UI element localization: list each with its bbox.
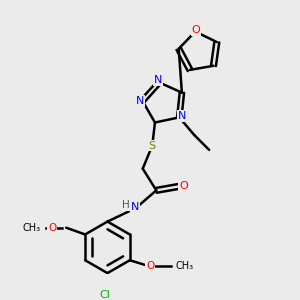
Text: N: N xyxy=(130,202,139,212)
Text: N: N xyxy=(136,96,144,106)
Text: N: N xyxy=(154,75,162,85)
Text: CH₃: CH₃ xyxy=(176,261,194,271)
Text: Cl: Cl xyxy=(99,290,110,300)
Text: O: O xyxy=(191,25,200,35)
Text: O: O xyxy=(146,261,154,271)
Text: CH₃: CH₃ xyxy=(22,223,40,233)
Text: O: O xyxy=(179,181,188,191)
Text: S: S xyxy=(149,141,156,151)
Text: O: O xyxy=(48,223,56,233)
Text: N: N xyxy=(178,111,186,121)
Text: H: H xyxy=(122,200,130,210)
